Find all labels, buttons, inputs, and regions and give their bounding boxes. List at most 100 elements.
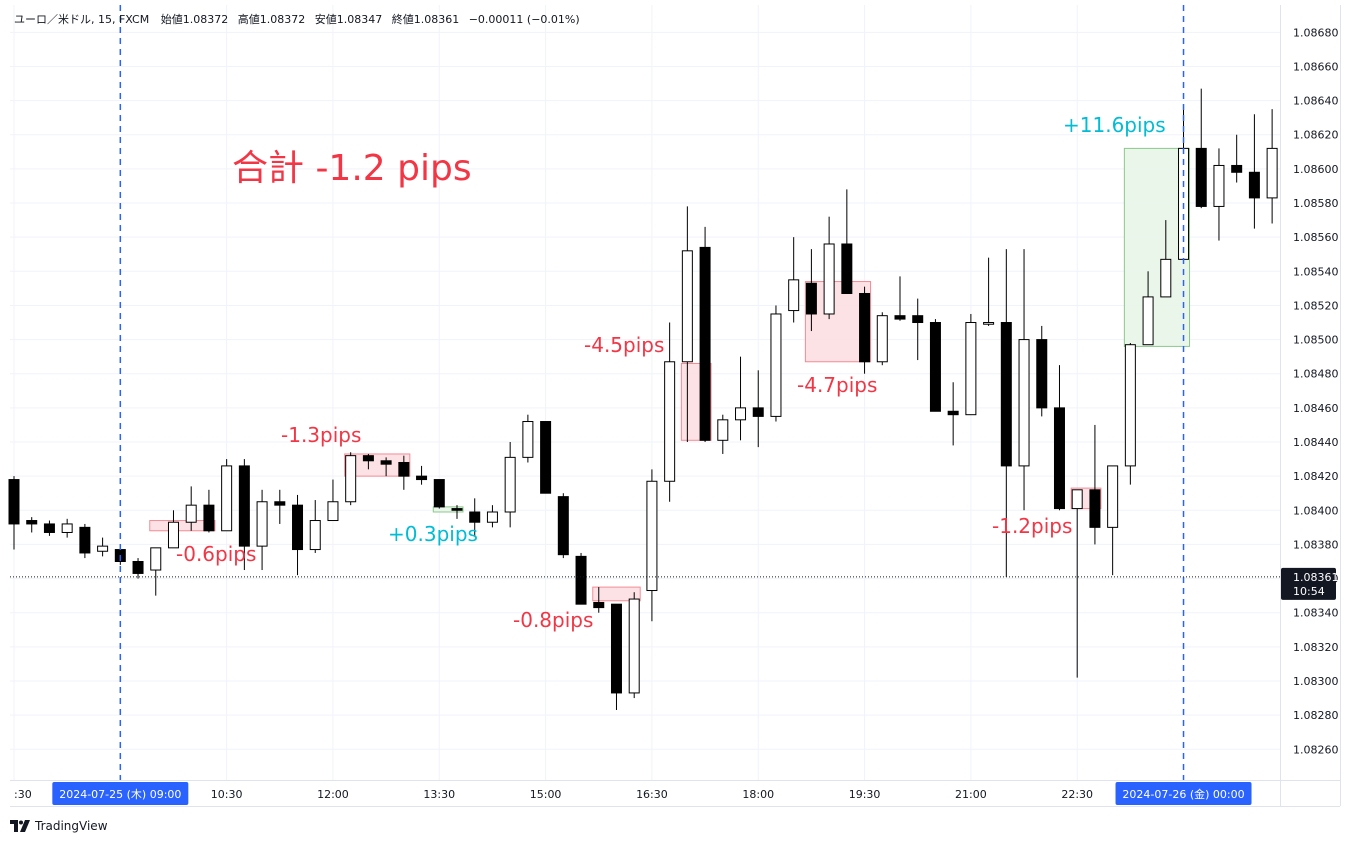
current-price-value: 1.08361: [1293, 571, 1339, 584]
time-tick-label: 19:30: [849, 788, 881, 801]
tradingview-branding[interactable]: TradingView: [10, 816, 108, 836]
candle[interactable]: [1071, 489, 1083, 678]
time-tick-label: 13:30: [423, 788, 455, 801]
candle-body: [167, 521, 179, 549]
candle[interactable]: [416, 465, 428, 485]
candle[interactable]: [876, 312, 888, 366]
candle[interactable]: [150, 547, 162, 596]
candle[interactable]: [256, 489, 268, 571]
candle[interactable]: [894, 276, 906, 321]
candle[interactable]: [699, 226, 711, 443]
candle[interactable]: [1248, 114, 1260, 229]
candle-body: [1000, 322, 1012, 467]
current-price-badge: [1281, 567, 1336, 600]
candle[interactable]: [203, 489, 215, 533]
time-axis-highlight-label: 2024-07-25 (木) 09:00: [59, 788, 181, 801]
trade-box[interactable]: [149, 520, 216, 532]
candle[interactable]: [805, 249, 817, 332]
candle[interactable]: [504, 442, 516, 528]
candle[interactable]: [1142, 271, 1154, 346]
candle[interactable]: [292, 494, 304, 576]
candle[interactable]: [1160, 220, 1172, 298]
candle[interactable]: [717, 414, 729, 454]
candle-body: [97, 545, 109, 552]
trade-pips-label: -0.8pips: [513, 608, 593, 632]
candle[interactable]: [486, 505, 498, 528]
trade-box[interactable]: [432, 506, 464, 513]
candle[interactable]: [522, 414, 534, 463]
candle[interactable]: [309, 500, 321, 553]
candle[interactable]: [788, 237, 800, 323]
price-tick-label: 1.08280: [1293, 709, 1339, 722]
price-tick-label: 1.08380: [1293, 538, 1339, 551]
candle[interactable]: [327, 479, 339, 522]
candle[interactable]: [433, 479, 445, 509]
candle[interactable]: [664, 322, 676, 502]
candle[interactable]: [43, 520, 55, 536]
price-tick-label: 1.08680: [1293, 26, 1339, 39]
candle[interactable]: [983, 257, 995, 326]
candle[interactable]: [97, 537, 109, 557]
candle[interactable]: [1107, 465, 1119, 576]
candle[interactable]: [1231, 134, 1243, 183]
ohlc-legend: ユーロ／米ドル, 15, FXCM 始値1.08372 高値1.08372 安値…: [14, 12, 580, 26]
candle[interactable]: [451, 505, 463, 519]
candle[interactable]: [274, 489, 286, 524]
candle[interactable]: [646, 469, 658, 622]
candle-body: [876, 315, 888, 363]
candle[interactable]: [610, 603, 622, 711]
candle[interactable]: [681, 206, 693, 443]
candle[interactable]: [628, 592, 640, 699]
candle[interactable]: [1089, 424, 1101, 545]
candle-body: [1231, 164, 1243, 173]
candle[interactable]: [380, 457, 392, 477]
candle[interactable]: [167, 510, 179, 549]
candle[interactable]: [221, 459, 233, 532]
candle[interactable]: [362, 453, 374, 470]
trade-box[interactable]: [592, 586, 641, 602]
candle-body: [522, 421, 534, 458]
candle[interactable]: [557, 493, 569, 559]
candle[interactable]: [575, 552, 587, 605]
price-axis[interactable]: 1.08680 1.08660 1.08640 1.08620 1.08600 1.085…: [1281, 26, 1339, 756]
trade-pips-label: +11.6pips: [1063, 113, 1166, 137]
candle[interactable]: [132, 558, 144, 579]
candle[interactable]: [26, 517, 38, 533]
candle[interactable]: [79, 523, 91, 559]
candle[interactable]: [770, 305, 782, 422]
candle[interactable]: [469, 498, 481, 536]
candle[interactable]: [1018, 249, 1030, 511]
candle[interactable]: [823, 216, 835, 320]
price-tick-label: 1.08520: [1293, 299, 1339, 312]
candle[interactable]: [841, 189, 853, 294]
candle[interactable]: [735, 356, 747, 441]
candle[interactable]: [345, 452, 357, 506]
candle[interactable]: [752, 370, 764, 448]
candle[interactable]: [912, 298, 924, 361]
candle[interactable]: [1000, 249, 1012, 577]
candle[interactable]: [1053, 365, 1065, 511]
candle[interactable]: [8, 476, 20, 550]
candle[interactable]: [238, 459, 250, 571]
candle[interactable]: [1266, 109, 1278, 224]
candle[interactable]: [185, 486, 197, 531]
candle[interactable]: [61, 518, 73, 538]
candle[interactable]: [947, 382, 959, 446]
trade-box[interactable]: [344, 453, 411, 477]
candle[interactable]: [1036, 325, 1048, 417]
time-axis[interactable]: :30 10:30 12:00 13:30 15:00 16:30 18:00 19:30 21…: [14, 782, 1252, 805]
price-tick-label: 1.08320: [1293, 641, 1339, 654]
candle[interactable]: [859, 286, 871, 374]
candle[interactable]: [540, 421, 552, 494]
candle-body: [664, 361, 676, 482]
candle[interactable]: [1213, 148, 1225, 241]
candle[interactable]: [929, 319, 941, 412]
candle[interactable]: [1195, 88, 1207, 209]
candle[interactable]: [398, 455, 410, 490]
candles[interactable]: [8, 88, 1278, 711]
candle[interactable]: [1124, 342, 1136, 485]
candle[interactable]: [965, 313, 977, 416]
symbol-label[interactable]: ユーロ／米ドル, 15, FXCM: [14, 13, 149, 26]
candle[interactable]: [593, 587, 605, 613]
